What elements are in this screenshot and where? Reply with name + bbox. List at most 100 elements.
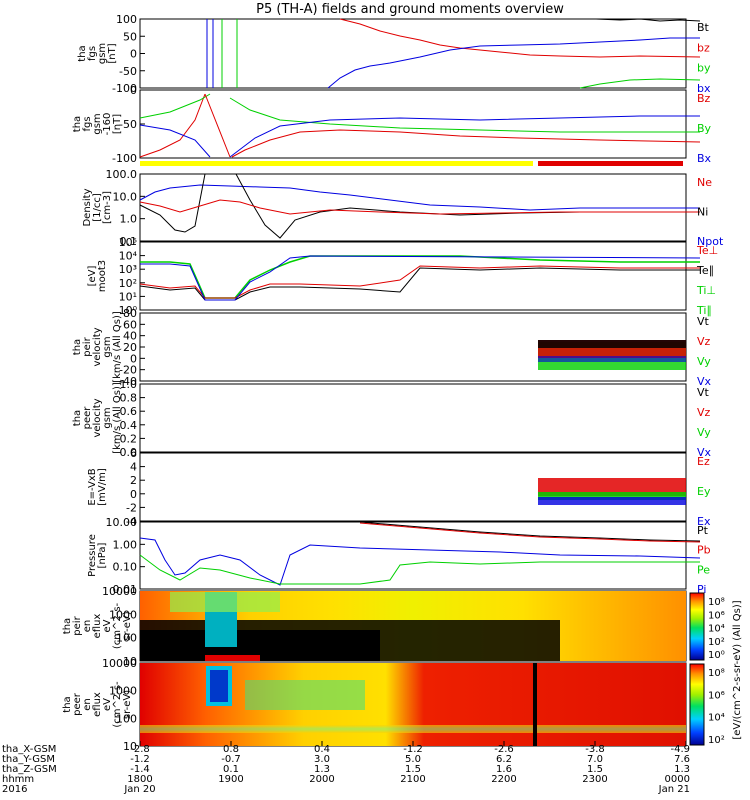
time-axis-value: Jan 21: [658, 784, 690, 795]
pt-trace: [359, 521, 701, 542]
te-trace: [139, 265, 700, 299]
time-axis-value: 1.5: [405, 764, 421, 775]
panel-2: 0 -50 -100 tha fgs gsm -160 [nT]: [72, 84, 687, 165]
y-tick-label: 1.0: [120, 213, 138, 226]
y-axis-label-line: peer: [82, 406, 93, 430]
npot-trace: [139, 184, 700, 211]
context-features: [139, 18, 701, 746]
y-axis-label-line: fgs: [87, 46, 98, 61]
bx2-trace: [139, 115, 700, 158]
time-axis-value: -1.4: [130, 764, 150, 775]
time-axis-value: 1.3: [674, 764, 690, 775]
y-tick-label: 100: [116, 13, 137, 26]
time-axis-row-label: 2016: [2, 784, 27, 795]
legend-entry: Te∥: [696, 264, 714, 277]
panel-frame: [139, 89, 687, 159]
y-tick-label: 0.6: [120, 405, 138, 418]
y-tick-label: 100: [116, 712, 137, 725]
y-tick-label: 0: [130, 488, 137, 501]
y-axis-label: Pressure [nPa]: [87, 534, 108, 577]
legend-entry: Ti⊥: [696, 284, 716, 297]
y-axis-label-line: peir: [72, 615, 83, 635]
colorbar-tick: 10²: [708, 735, 725, 746]
electron-low-band: [140, 725, 686, 733]
legend-entry: By: [697, 122, 712, 135]
y-tick-label: -100: [112, 82, 137, 95]
legend-entry: bz: [697, 41, 710, 54]
colorbars: 10⁸ 10⁶ 10⁴ 10² 10⁰ 10⁸ 10⁶ 10⁴ 10² [eV/(cm^2-s-s…: [689, 592, 743, 746]
electron-green-patch: [245, 680, 365, 710]
colorbar-electron: 10⁸ 10⁶ 10⁴ 10²: [689, 663, 725, 746]
y-axis-label: tha fgs gsm [nT]: [77, 43, 118, 64]
y-tick-label: 10²: [119, 277, 137, 290]
panel-1: 100 50 0 -50 -100 tha fgs gsm [nT]: [77, 13, 687, 95]
y-axis-label: tha peir velocity gsm [km/s (All Qs)]: [72, 311, 123, 383]
y-axis-label: tha peer velocity gsm [km/s (All Qs)]: [72, 382, 123, 454]
legend-entry: Bt: [697, 21, 710, 34]
legend-entry: Npot: [697, 235, 724, 248]
y-axis-label-line: sr-eV): [122, 611, 133, 640]
y-axis-label-line: velocity: [92, 327, 103, 366]
legend-entry: bx: [697, 82, 711, 95]
y-tick-label: 1000: [109, 685, 137, 698]
bt-trace: [595, 18, 701, 22]
bz2-trace: [139, 93, 701, 158]
y-axis-label-line: E=-VxB: [87, 468, 98, 505]
panel-8: 10.00 1.00 0.10 0.01 Pressure [nPa]: [87, 516, 687, 596]
y-axis-label-line: [mV/m]: [97, 468, 108, 506]
legend-entry: Ti∥: [696, 304, 712, 317]
y-tick-label: 1.0: [120, 378, 138, 391]
y-axis-label-line: [km/s (All Qs)]: [112, 382, 123, 454]
y-axis-label-line: tha: [77, 45, 88, 61]
y-axis-label-line: gsm: [102, 336, 113, 357]
time-axis-row-label: tha_Y-GSM: [2, 754, 55, 765]
velocity-scatter-blue: [538, 356, 686, 362]
panel-frame: [139, 241, 687, 311]
y-axis-label-line: eV: [102, 698, 113, 711]
y-tick-label: 1.00: [113, 538, 138, 551]
colorbar-ion: 10⁸ 10⁶ 10⁴ 10² 10⁰: [689, 592, 725, 661]
y-axis-label: tha fgs gsm -160 [nT]: [72, 113, 123, 136]
time-axis-value: 1.6: [496, 764, 512, 775]
y-tick-label: -50: [119, 65, 137, 78]
y-tick-label: 0.1: [120, 235, 138, 248]
y-axis-label-line: [nT]: [107, 43, 118, 63]
time-axis-value: -2.6: [494, 744, 514, 755]
y-tick-label: 20: [123, 341, 137, 354]
y-tick-label: 10³: [119, 263, 137, 276]
y-tick-label: 50: [123, 30, 137, 43]
colorbar-tick: 10⁴: [708, 713, 725, 724]
legend-entry: Vx: [697, 446, 712, 459]
y-tick-label: -2: [126, 501, 137, 514]
colorbar-tick: 10⁴: [708, 624, 725, 635]
y-tick-label: 10.00: [106, 516, 138, 529]
y-axis-label-line: [1/cc]: [92, 193, 103, 222]
y-tick-label: 4: [130, 461, 137, 474]
colorbar-tick: 10⁸: [708, 668, 725, 679]
electron-gap: [533, 663, 537, 746]
pe-trace: [139, 554, 700, 585]
y-tick-label: 10: [123, 655, 137, 668]
y-axis-label-line: eflux: [92, 614, 103, 639]
legend-entry: Pi: [697, 583, 706, 596]
bx-trace: [327, 37, 700, 89]
legend-entry: Ne: [697, 176, 712, 189]
legend-entry: Bx: [697, 152, 712, 165]
y-axis-label-line: -160: [102, 113, 113, 136]
time-axis-value: 5.0: [405, 754, 421, 765]
time-axis-value: 3.0: [314, 754, 330, 765]
y-tick-label: -40: [119, 375, 137, 388]
time-axis: tha_X-GSMtha_Y-GSMtha_Z-GSMhhmm2016-2.8-…: [2, 741, 690, 795]
legend-entry: Pe: [697, 563, 710, 576]
legend-entry: Te⊥: [696, 244, 718, 257]
efield-scatter-red: [538, 478, 686, 496]
time-axis-value: 1900: [218, 774, 243, 785]
y-tick-label: 0.8: [120, 392, 138, 405]
time-axis-value: -1.2: [403, 744, 423, 755]
time-axis-value: 1800: [127, 774, 152, 785]
time-axis-value: 2000: [309, 774, 334, 785]
